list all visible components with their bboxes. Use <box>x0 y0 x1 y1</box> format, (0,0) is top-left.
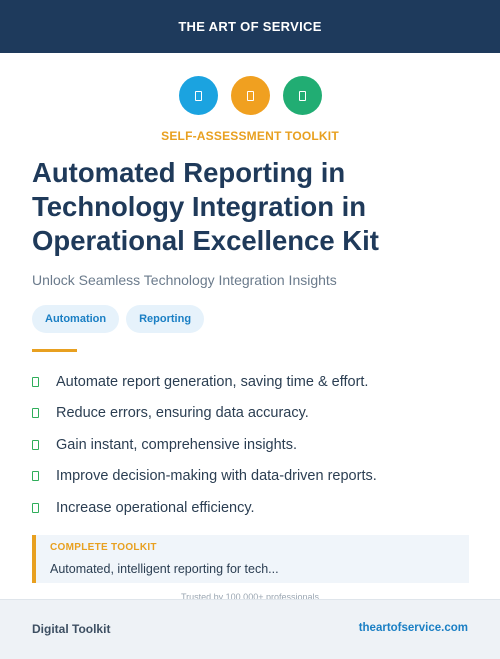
check-icon <box>32 502 39 513</box>
benefit-text: Reduce errors, ensuring data accuracy. <box>56 405 309 422</box>
footer-label: Digital Toolkit <box>32 622 111 636</box>
document-icon-orange <box>230 76 270 115</box>
eyebrow-label: SELF-ASSESSMENT TOOLKIT <box>161 129 339 143</box>
benefit-text: Automate report generation, saving time … <box>56 373 369 390</box>
list-item: Gain instant, comprehensive insights. <box>32 429 472 461</box>
tag-reporting[interactable]: Reporting <box>126 305 205 333</box>
document-icon <box>246 90 254 101</box>
document-icon-blue <box>178 76 218 115</box>
document-icon <box>298 90 306 101</box>
check-icon <box>32 408 39 419</box>
callout-text: Automated, intelligent reporting for tec… <box>50 562 279 576</box>
benefit-list: Automate report generation, saving time … <box>32 366 472 524</box>
tag-list: Automation Reporting <box>32 305 205 333</box>
footer-bar: Digital Toolkit theartofservice.com <box>0 599 500 659</box>
callout-label: COMPLETE TOOLKIT <box>50 542 157 553</box>
list-item: Increase operational efficiency. <box>32 492 472 524</box>
website-link[interactable]: theartofservice.com <box>358 622 468 634</box>
icon-row <box>0 76 500 115</box>
list-item: Improve decision-making with data-driven… <box>32 461 472 493</box>
benefit-text: Improve decision-making with data-driven… <box>56 468 377 485</box>
document-icon-green <box>282 76 322 115</box>
tag-automation[interactable]: Automation <box>32 305 120 333</box>
list-item: Automate report generation, saving time … <box>32 366 472 398</box>
brand-name: THE ART OF SERVICE <box>178 19 322 34</box>
header-bar: THE ART OF SERVICE <box>0 0 500 53</box>
toolkit-callout: COMPLETE TOOLKIT Automated, intelligent … <box>32 535 469 583</box>
benefit-text: Gain instant, comprehensive insights. <box>56 436 297 453</box>
document-icon <box>194 90 202 101</box>
check-icon <box>32 471 39 482</box>
list-item: Reduce errors, ensuring data accuracy. <box>32 398 472 430</box>
benefit-text: Increase operational efficiency. <box>56 499 255 516</box>
check-icon <box>32 376 39 387</box>
trusted-note: Trusted by 100,000+ professionals <box>180 592 319 602</box>
page-subtitle: Unlock Seamless Technology Integration I… <box>32 272 337 288</box>
page-title: Automated Reporting in Technology Integr… <box>32 157 379 256</box>
check-icon <box>32 439 39 450</box>
accent-divider <box>32 349 77 352</box>
